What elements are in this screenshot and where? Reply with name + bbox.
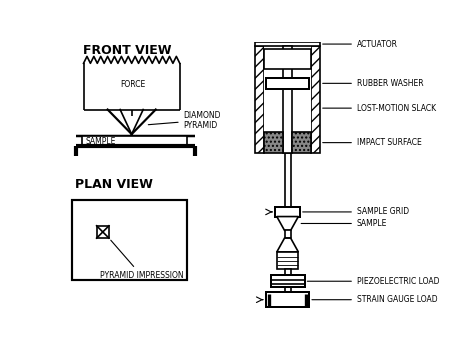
Text: FORCE: FORCE: [120, 80, 146, 89]
Bar: [292, 132, 310, 153]
Bar: [255, 46, 264, 153]
Bar: [72, 200, 188, 280]
Bar: [271, 275, 304, 287]
Bar: [266, 78, 309, 89]
Text: STRAIN GAUGE LOAD: STRAIN GAUGE LOAD: [312, 295, 438, 304]
Bar: [284, 230, 291, 238]
Text: SAMPLE GRID: SAMPLE GRID: [303, 207, 409, 216]
Bar: [82, 136, 188, 147]
Bar: [277, 252, 298, 269]
Text: RUBBER WASHER: RUBBER WASHER: [323, 79, 423, 88]
Bar: [255, 42, 320, 46]
Bar: [97, 226, 109, 238]
Bar: [266, 292, 309, 307]
Text: PYRAMID IMPRESSION: PYRAMID IMPRESSION: [100, 240, 183, 280]
Bar: [264, 46, 310, 153]
Text: LOST-MOTION SLACK: LOST-MOTION SLACK: [323, 104, 436, 113]
Text: ACTUATOR: ACTUATOR: [323, 40, 398, 49]
Bar: [284, 153, 291, 207]
Text: SAMPLE: SAMPLE: [301, 219, 387, 228]
Bar: [310, 46, 320, 153]
Bar: [283, 46, 292, 153]
Text: PIEZOELECTRIC LOAD: PIEZOELECTRIC LOAD: [307, 277, 439, 286]
Text: SAMPLE: SAMPLE: [85, 136, 116, 145]
Polygon shape: [277, 216, 298, 230]
Text: DIAMOND
PYRAMID: DIAMOND PYRAMID: [148, 111, 221, 130]
Bar: [275, 207, 300, 216]
Text: IMPACT SURFACE: IMPACT SURFACE: [323, 138, 422, 147]
Polygon shape: [277, 238, 298, 252]
Bar: [264, 49, 310, 69]
Bar: [264, 132, 283, 153]
Text: FRONT VIEW: FRONT VIEW: [83, 45, 172, 57]
Bar: [284, 269, 291, 275]
Text: PLAN VIEW: PLAN VIEW: [75, 178, 153, 191]
